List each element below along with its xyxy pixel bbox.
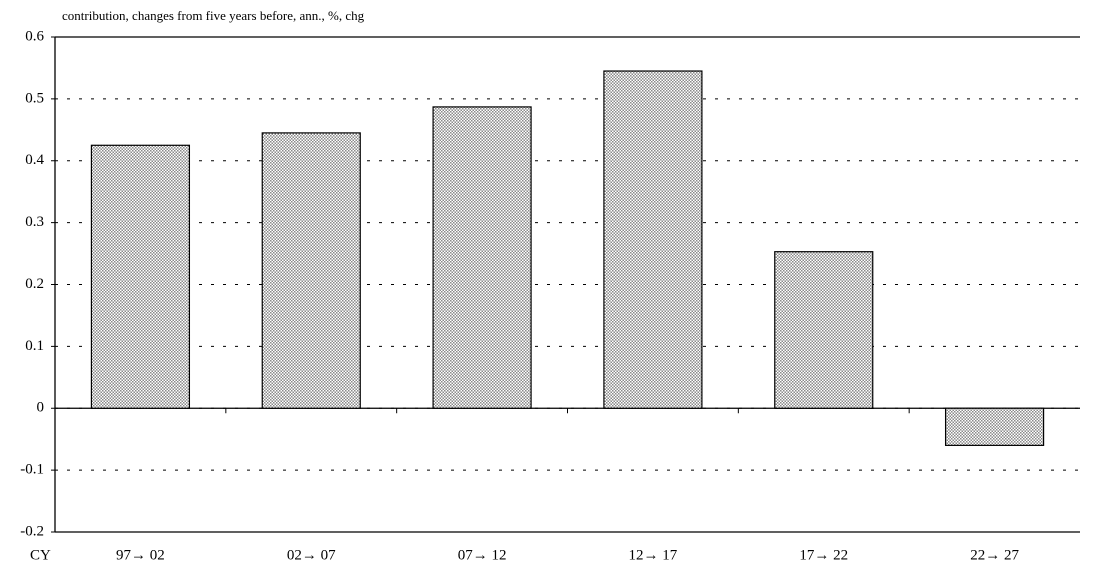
- y-tick-label: 0.4: [25, 152, 44, 168]
- y-tick-label: 0.1: [25, 338, 44, 354]
- bar: [90, 144, 191, 409]
- y-tick-label: 0.3: [25, 214, 44, 230]
- y-tick-label: 0.5: [25, 90, 44, 106]
- x-tick-label: 97→ 02: [116, 547, 165, 563]
- bar: [603, 70, 703, 409]
- y-tick-label: 0: [37, 400, 45, 416]
- x-tick-label: 02→ 07: [287, 547, 336, 563]
- x-tick-label: 17→ 22: [799, 547, 848, 563]
- x-axis-label: CY: [30, 547, 51, 563]
- x-tick-label: 07→ 12: [458, 547, 507, 563]
- y-tick-label: -0.1: [20, 462, 44, 478]
- x-tick-label: 12→ 17: [629, 547, 678, 563]
- y-tick-label: 0.6: [25, 28, 44, 44]
- bar: [944, 407, 1045, 446]
- chart-title: contribution, changes from five years be…: [62, 8, 365, 23]
- bar: [432, 106, 532, 409]
- bar: [261, 132, 361, 409]
- y-tick-label: -0.2: [20, 523, 44, 539]
- bar: [774, 251, 874, 409]
- y-tick-label: 0.2: [25, 276, 44, 292]
- x-tick-label: 22→ 27: [970, 547, 1019, 563]
